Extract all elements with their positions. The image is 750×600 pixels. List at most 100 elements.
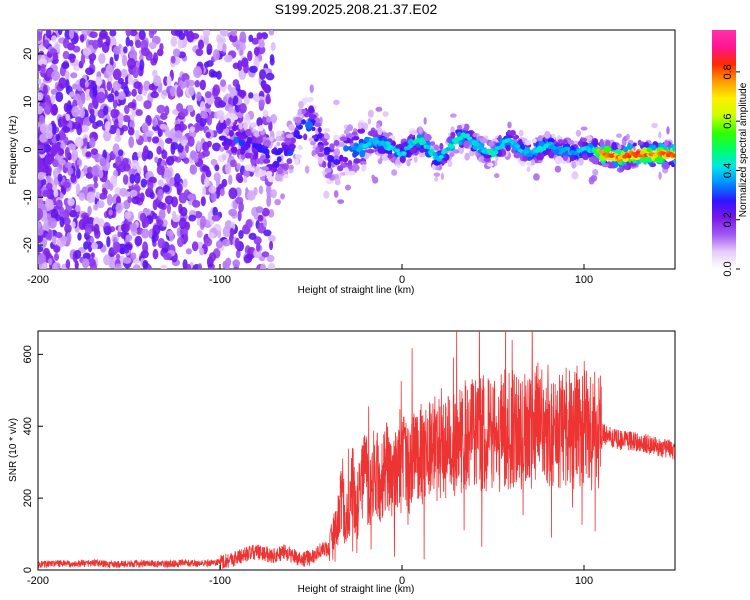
spectrogram-y-tick-label: 20 (22, 48, 34, 60)
spectrogram-cell (120, 68, 128, 78)
spectrogram-cell (434, 176, 439, 182)
spectrogram-cell (323, 141, 329, 146)
spectrogram-cell (75, 167, 81, 179)
spectrogram-cell (276, 141, 281, 147)
spectrogram-cell (76, 159, 82, 166)
spectrogram-cell (64, 223, 72, 234)
spectrogram-cell (142, 145, 149, 157)
spectrogram-cell (57, 173, 63, 183)
spectrogram-cell (148, 83, 155, 91)
spectrogram-cell (329, 155, 334, 162)
spectrogram-cell (38, 58, 48, 67)
spectrogram-cell (219, 188, 225, 197)
snr-y-tick-label: 200 (22, 489, 34, 507)
spectrogram-cell (204, 91, 212, 99)
spectrogram-cell (214, 164, 220, 172)
spectrogram-ridge-cell (515, 144, 521, 149)
spectrogram-cell (199, 79, 207, 91)
spectrogram-cell (64, 146, 70, 159)
spectrogram-cell (219, 30, 229, 37)
spectrogram-cell (38, 179, 42, 188)
spectrogram-cell (314, 122, 322, 128)
spectrogram-cell (245, 187, 249, 193)
spectrogram-cell (230, 117, 235, 123)
spectrogram-cell (127, 196, 133, 204)
spectrogram-cell (62, 37, 70, 49)
spectrogram-cell (227, 107, 235, 114)
snr-x-ticks: -200 -100 0 100 (27, 565, 593, 587)
spectrogram-cell (110, 175, 118, 185)
spectrogram-cell (247, 50, 253, 62)
spectrogram-cell (248, 167, 256, 172)
spectrogram-cell (351, 136, 360, 141)
spectrogram-cell (272, 160, 280, 169)
spectrogram-cell (157, 179, 164, 187)
spectrogram-cell (265, 170, 273, 177)
spectrogram-cell (38, 105, 44, 115)
spectrogram-cell (75, 183, 81, 195)
spectrogram-cell (311, 126, 316, 132)
spectrogram-cell (137, 151, 143, 159)
snr-y-tick-label: 600 (22, 345, 34, 363)
spectrogram-cell (591, 156, 599, 165)
spectrogram-cell (143, 80, 151, 92)
spectrogram-cell (143, 100, 152, 110)
spectrogram-ridge-cell (421, 140, 427, 145)
spectrogram-cell (85, 151, 92, 158)
spectrogram-cell (43, 103, 52, 115)
spectrogram-cell (139, 212, 147, 222)
spectrogram-cell (224, 263, 230, 269)
spectrogram-cell (538, 140, 545, 148)
spectrogram-cell (238, 229, 244, 239)
spectrogram-cell (142, 208, 152, 216)
spectrogram-cell (240, 153, 246, 160)
spectrogram-cell (82, 47, 92, 56)
spectrogram-cell (298, 100, 304, 109)
spectrogram-cell (192, 200, 201, 208)
spectrogram-cell (622, 164, 629, 170)
spectrogram-cell (95, 76, 103, 87)
spectrogram-cell (196, 91, 202, 102)
spectrogram-cell (189, 164, 195, 174)
spectrogram-cell (548, 151, 555, 159)
spectrogram-cell (578, 139, 584, 148)
spectrogram-cell (78, 99, 83, 109)
snr-series-line (38, 331, 675, 570)
spectrogram-cell (420, 144, 425, 150)
spectrogram-cell (257, 214, 264, 222)
spectrogram-cell (221, 178, 228, 188)
spectrogram-cell (658, 171, 662, 180)
spectrogram-cell (66, 100, 72, 112)
spectrogram-cell (55, 199, 63, 210)
spectrogram-cell (71, 106, 80, 118)
spectrogram-cell (275, 174, 282, 182)
spectrogram-cell (134, 172, 141, 185)
spectrogram-cell (440, 172, 444, 181)
spectrogram-cell (42, 39, 50, 48)
spectrogram-ridge-cell (465, 133, 471, 138)
spectrogram-cell (85, 67, 94, 76)
spectrogram-cell (129, 173, 135, 184)
spectrogram-cell (165, 156, 175, 166)
spectrogram-cell (53, 142, 60, 154)
spectrogram-cell (85, 227, 92, 235)
spectrogram-cell (62, 181, 71, 189)
spectrogram-cell (215, 240, 223, 249)
spectrogram-cell (435, 166, 440, 171)
spectrogram-cell (409, 146, 416, 154)
spectrogram-cell (162, 252, 172, 261)
spectrogram-cell (133, 81, 142, 89)
spectrogram-cell (357, 123, 363, 130)
spectrogram-cell (53, 176, 59, 186)
spectrogram-cell (218, 135, 227, 141)
spectrogram-cell (119, 187, 128, 197)
spectrogram-cell (488, 141, 495, 147)
spectrogram-cell (156, 104, 166, 114)
spectrogram-cell (114, 263, 122, 269)
spectrogram-cell (361, 164, 367, 172)
spectrogram-cell (317, 152, 325, 158)
spectrogram-cell (533, 173, 540, 181)
spectrogram-cell (255, 206, 264, 214)
spectrogram-cell (259, 69, 267, 81)
spectrogram-cell (129, 39, 134, 47)
